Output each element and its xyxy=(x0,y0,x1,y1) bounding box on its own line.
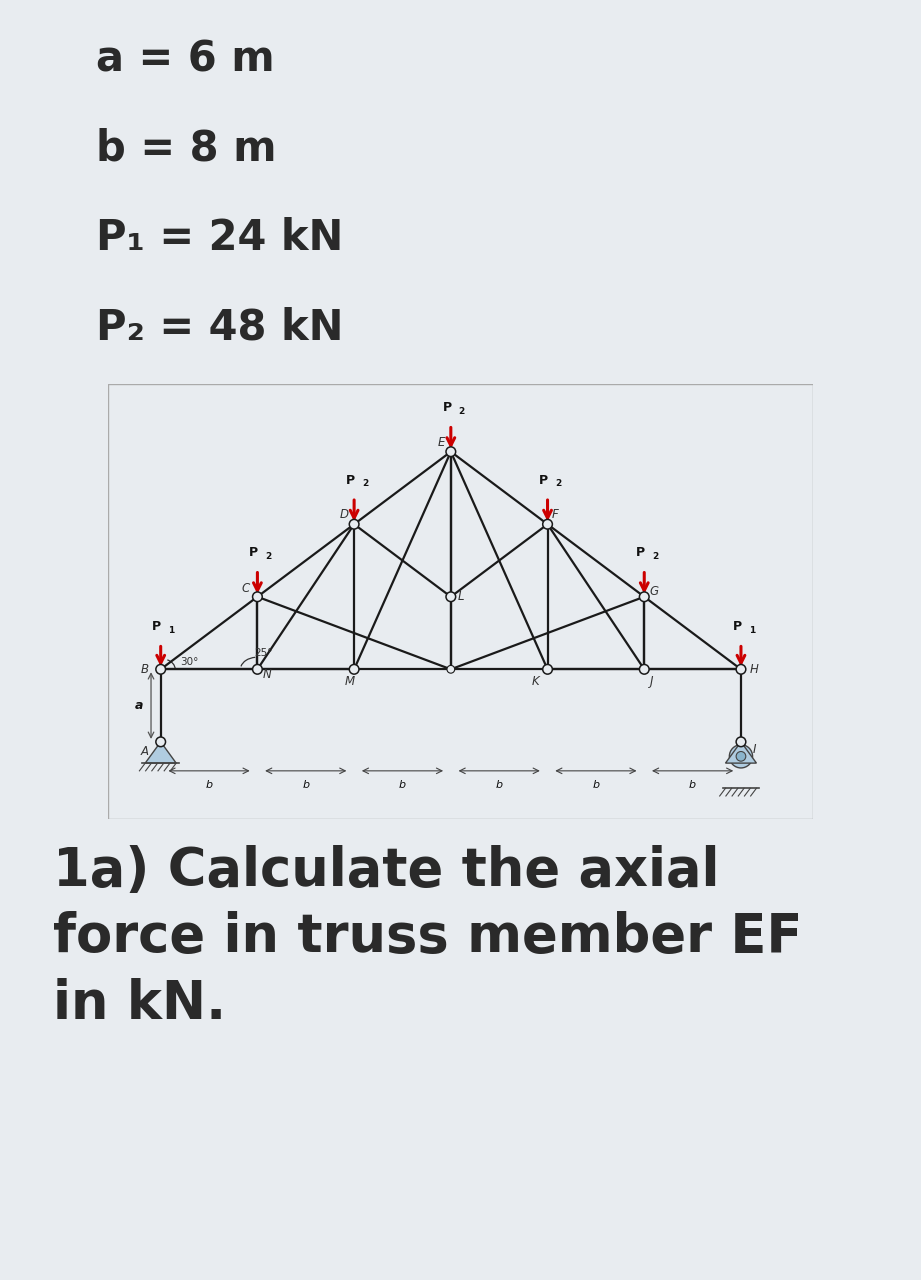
Text: P: P xyxy=(249,547,258,559)
Text: N: N xyxy=(262,668,272,681)
Text: 2: 2 xyxy=(652,552,659,561)
Text: A: A xyxy=(140,745,148,758)
Circle shape xyxy=(736,737,746,746)
Text: b = 8 m: b = 8 m xyxy=(96,128,276,170)
Text: P: P xyxy=(345,474,355,486)
Text: 2: 2 xyxy=(459,407,465,416)
Text: I: I xyxy=(752,744,756,756)
Text: 1: 1 xyxy=(169,626,175,635)
Circle shape xyxy=(446,447,456,457)
Circle shape xyxy=(349,520,359,529)
Text: 2: 2 xyxy=(362,480,368,489)
Text: a = 6 m: a = 6 m xyxy=(96,38,274,81)
Circle shape xyxy=(252,591,262,602)
Text: B: B xyxy=(140,663,148,676)
Circle shape xyxy=(156,737,166,746)
Text: b: b xyxy=(495,780,503,790)
Text: 25°: 25° xyxy=(254,648,273,658)
Text: b: b xyxy=(689,780,696,790)
Text: 1: 1 xyxy=(749,626,755,635)
Text: P: P xyxy=(635,547,645,559)
Text: P₂ = 48 kN: P₂ = 48 kN xyxy=(96,306,344,348)
Text: P: P xyxy=(442,401,451,413)
Text: M: M xyxy=(344,676,355,689)
Circle shape xyxy=(156,664,166,675)
Text: 2: 2 xyxy=(555,480,562,489)
Text: E: E xyxy=(437,435,445,448)
Circle shape xyxy=(542,520,553,529)
Circle shape xyxy=(349,664,359,675)
Text: P₁ = 24 kN: P₁ = 24 kN xyxy=(96,216,344,259)
Text: C: C xyxy=(241,581,250,595)
Circle shape xyxy=(447,666,455,673)
Text: b: b xyxy=(399,780,406,790)
Text: J: J xyxy=(650,676,654,689)
Circle shape xyxy=(542,664,553,675)
Polygon shape xyxy=(726,742,756,763)
Text: H: H xyxy=(750,663,759,676)
Circle shape xyxy=(736,751,746,762)
Circle shape xyxy=(639,664,649,675)
Text: b: b xyxy=(302,780,309,790)
Text: F: F xyxy=(552,508,559,521)
Circle shape xyxy=(639,591,649,602)
Circle shape xyxy=(252,664,262,675)
Text: 30°: 30° xyxy=(180,658,198,667)
Text: D: D xyxy=(340,508,349,521)
Circle shape xyxy=(736,664,746,675)
Circle shape xyxy=(729,745,752,768)
Text: a: a xyxy=(135,699,144,712)
Text: L: L xyxy=(457,590,464,603)
Text: G: G xyxy=(649,585,659,599)
Text: 2: 2 xyxy=(265,552,272,561)
Text: P: P xyxy=(152,620,161,632)
Text: b: b xyxy=(205,780,213,790)
Text: b: b xyxy=(592,780,600,790)
Polygon shape xyxy=(146,742,176,763)
Circle shape xyxy=(446,591,456,602)
Text: P: P xyxy=(732,620,741,632)
Text: 1a) Calculate the axial
force in truss member EF
in kN.: 1a) Calculate the axial force in truss m… xyxy=(53,845,803,1029)
Text: K: K xyxy=(532,676,540,689)
Text: P: P xyxy=(539,474,548,486)
